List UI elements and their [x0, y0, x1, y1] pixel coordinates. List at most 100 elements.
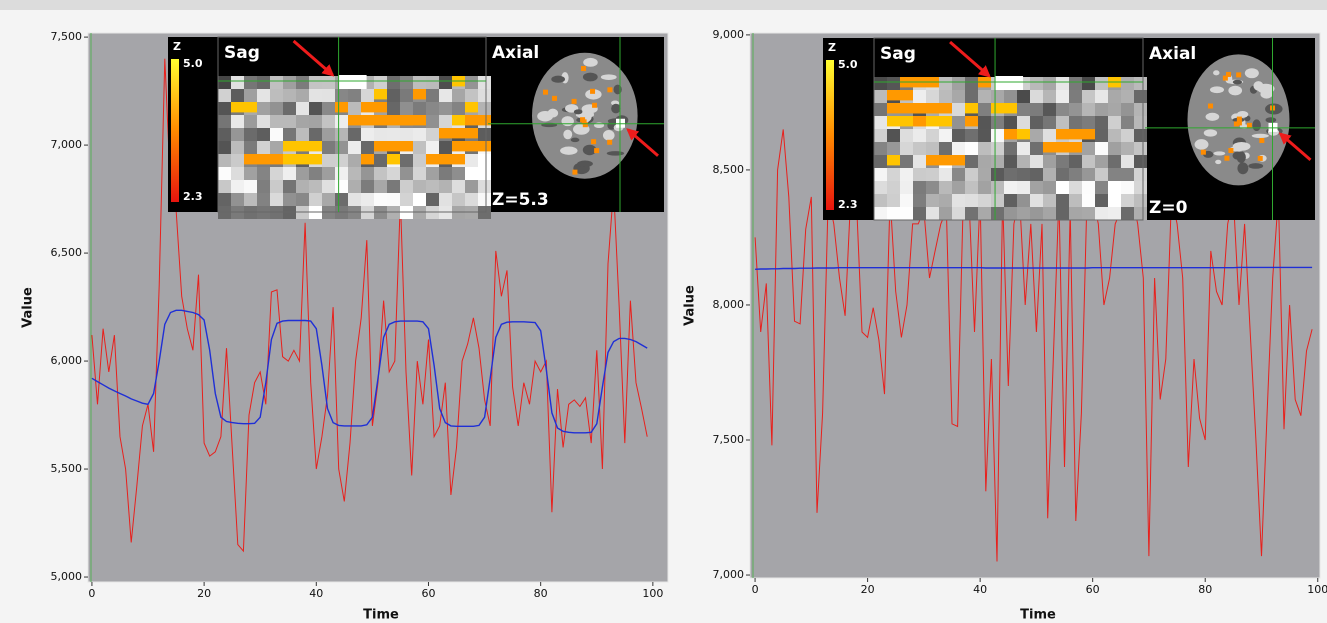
- view-label: Axial: [1149, 44, 1196, 64]
- sag-voxel: [913, 194, 926, 207]
- sag-voxel: [913, 90, 926, 103]
- x-tick-label: 20: [197, 587, 211, 600]
- sag-voxel: [1069, 90, 1082, 103]
- sag-activation: [335, 102, 348, 112]
- sag-voxel: [1069, 194, 1082, 207]
- sag-voxel: [426, 193, 439, 206]
- sag-voxel: [1030, 129, 1043, 142]
- sag-voxel: [270, 89, 283, 102]
- sag-voxel: [400, 154, 413, 167]
- sag-voxel: [335, 128, 348, 141]
- sag-voxel: [978, 207, 991, 220]
- colorbar-tick-label: 5.0: [838, 58, 858, 71]
- sag-voxel: [1056, 77, 1069, 90]
- sag-activation: [231, 102, 244, 112]
- sag-voxel: [1134, 181, 1147, 194]
- axial-activation: [592, 103, 597, 108]
- sag-voxel: [322, 102, 335, 115]
- sag-voxel: [426, 167, 439, 180]
- sag-voxel: [465, 167, 478, 180]
- sag-voxel: [465, 76, 478, 89]
- sag-voxel: [478, 128, 491, 141]
- sag-voxel: [231, 154, 244, 167]
- sag-activation: [887, 116, 913, 126]
- axial-activation: [572, 99, 577, 104]
- x-tick-label: 100: [642, 587, 663, 600]
- sag-voxel: [283, 76, 296, 89]
- axial-activation: [1234, 121, 1239, 126]
- sag-voxel: [231, 141, 244, 154]
- axial-gyrus: [1195, 139, 1209, 150]
- sag-voxel: [1030, 77, 1043, 90]
- sag-activation: [965, 103, 978, 113]
- sag-voxel: [887, 129, 900, 142]
- sag-voxel: [1082, 77, 1095, 90]
- sag-voxel: [965, 168, 978, 181]
- sag-voxel: [283, 89, 296, 102]
- sag-activation: [244, 154, 283, 164]
- sag-voxel: [218, 115, 231, 128]
- sag-voxel: [426, 128, 439, 141]
- sag-voxel: [348, 193, 361, 206]
- sag-voxel: [322, 89, 335, 102]
- sag-activation: [887, 155, 900, 165]
- sag-voxel: [874, 155, 887, 168]
- sag-voxel: [400, 180, 413, 193]
- sag-voxel: [1134, 168, 1147, 181]
- sag-voxel: [426, 102, 439, 115]
- sag-voxel: [1121, 181, 1134, 194]
- sag-voxel: [270, 128, 283, 141]
- sag-voxel: [283, 167, 296, 180]
- y-tick-label: 7,000: [51, 138, 83, 151]
- sag-voxel: [361, 180, 374, 193]
- sag-voxel: [283, 193, 296, 206]
- y-tick-label: 6,000: [51, 354, 83, 367]
- axial-gyrus: [571, 138, 580, 142]
- sag-voxel: [1069, 168, 1082, 181]
- sag-voxel: [361, 193, 374, 206]
- sag-voxel: [900, 142, 913, 155]
- sag-voxel: [296, 76, 309, 89]
- sag-activation: [283, 154, 322, 164]
- sag-voxel: [465, 89, 478, 102]
- sag-voxel: [465, 154, 478, 167]
- y-tick-label: 6,500: [51, 246, 83, 259]
- sag-voxel: [400, 193, 413, 206]
- sag-voxel: [1108, 181, 1121, 194]
- sag-voxel: [335, 141, 348, 154]
- sag-hot: [339, 75, 367, 89]
- sag-voxel: [1134, 155, 1147, 168]
- sag-voxel: [991, 181, 1004, 194]
- x-tick-label: 60: [1086, 583, 1100, 596]
- sag-voxel: [478, 193, 491, 206]
- sag-voxel: [1121, 129, 1134, 142]
- colorbar: [171, 59, 179, 202]
- sag-voxel: [952, 181, 965, 194]
- sag-voxel: [348, 167, 361, 180]
- sag-voxel: [296, 180, 309, 193]
- colorbar-title: Z: [828, 41, 836, 54]
- sag-voxel: [413, 154, 426, 167]
- sag-voxel: [991, 155, 1004, 168]
- sag-voxel: [309, 89, 322, 102]
- axial-gyrus: [1245, 68, 1259, 78]
- axial-gyrus: [1233, 80, 1242, 85]
- x-tick-label: 80: [534, 587, 548, 600]
- sag-voxel: [244, 180, 257, 193]
- sag-voxel: [335, 154, 348, 167]
- sag-voxel: [413, 193, 426, 206]
- sag-voxel: [439, 89, 452, 102]
- sag-activation: [361, 102, 387, 112]
- axial-gyrus: [1237, 162, 1248, 174]
- sag-voxel: [978, 181, 991, 194]
- colorbar-title: Z: [173, 40, 181, 53]
- sag-voxel: [1134, 90, 1147, 103]
- sag-voxel: [1017, 142, 1030, 155]
- sag-activation: [1056, 129, 1095, 139]
- sag-voxel: [1095, 77, 1108, 90]
- sag-voxel: [335, 193, 348, 206]
- sag-voxel: [1069, 103, 1082, 116]
- sag-activation: [400, 115, 426, 125]
- x-axis-label: Time: [1020, 608, 1056, 623]
- sag-voxel: [913, 207, 926, 220]
